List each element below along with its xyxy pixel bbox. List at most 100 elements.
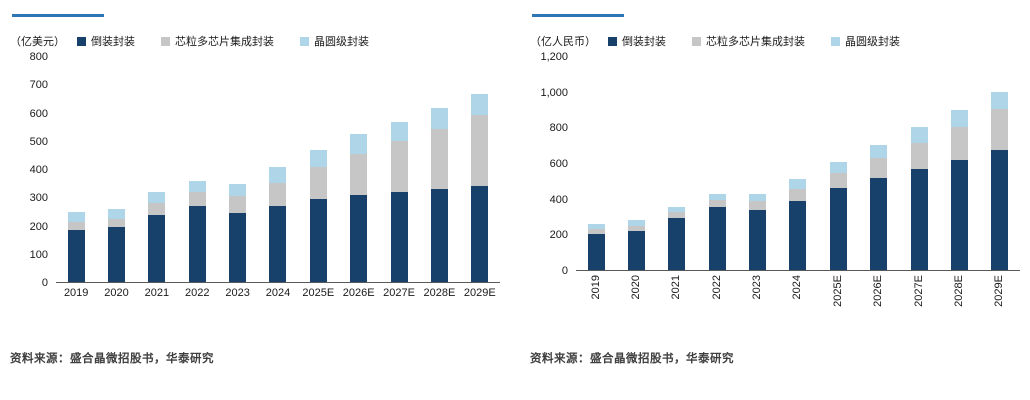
stacked-bar (749, 57, 767, 270)
stacked-bar (309, 57, 327, 282)
x-axis-tick-label: 2021 (137, 287, 177, 299)
y-axis-tick-label: 600 (29, 107, 48, 120)
x-axis-tick-text: 2022 (710, 275, 723, 300)
bar-slot (56, 57, 96, 282)
x-axis-tick-label: 2024 (258, 287, 298, 299)
bar-slot (778, 57, 818, 270)
bar-segment (390, 192, 408, 282)
stacked-bar (350, 57, 368, 282)
y-axis: 0 200 400 600 800 1,000 1,200 (530, 51, 576, 277)
stacked-bar (229, 57, 247, 282)
title-underline (532, 14, 624, 17)
bar-segment (829, 188, 847, 270)
bar-segment (870, 177, 888, 270)
y-axis-tick-label: 0 (41, 277, 48, 289)
bar-slot (859, 57, 899, 270)
bar-segment (309, 166, 327, 200)
bar-slot (697, 57, 737, 270)
bar-slot (96, 57, 136, 282)
x-axis-tick-label: 2028E (939, 275, 979, 327)
x-axis-tick-text: 2024 (265, 287, 291, 299)
bar-segment (188, 206, 206, 282)
x-axis-tick-text: 2023 (751, 275, 764, 300)
plot-row: 0 200 400 600 800 1,000 1,200 (530, 51, 1020, 277)
bar-segment (350, 194, 368, 282)
x-axis: 2019 2020 2021 2022 2023 2024 2025E 2026E 2027E 2… (576, 275, 1020, 327)
stacked-bar (587, 57, 605, 270)
bar-segment (749, 209, 767, 270)
legend-swatch (608, 36, 617, 46)
x-axis-tick-text: 2020 (630, 275, 643, 300)
legend: 倒装封装 芯粒多芯片集成封装 晶圆级封装 (77, 33, 395, 49)
bar-slot (737, 57, 777, 270)
x-axis-tick-label: 2019 (56, 287, 96, 299)
x-axis-tick-label: 2026E (339, 287, 379, 299)
bar-slot (137, 57, 177, 282)
y-axis-tick-label: 300 (29, 192, 48, 205)
bar-segment (628, 230, 646, 270)
stacked-bar (628, 57, 646, 270)
x-axis-tick-label: 2020 (616, 275, 656, 327)
bar-segment (587, 223, 605, 230)
bar-segment (749, 194, 767, 201)
bar-segment (668, 207, 686, 213)
stacked-bar (430, 57, 448, 282)
bar-segment (991, 150, 1009, 270)
x-axis-tick-label: 2027E (899, 275, 939, 327)
x-axis-tick-text: 2029E (463, 287, 496, 299)
legend: 倒装封装 芯粒多芯片集成封装 晶圆级封装 (608, 33, 926, 49)
legend-label: 倒装封装 (91, 36, 135, 48)
x-axis-tick-text: 2021 (144, 287, 170, 299)
bar-segment (628, 225, 646, 231)
x-axis-tick-label: 2027E (379, 287, 419, 299)
bar-slot (939, 57, 979, 270)
x-axis-tick-label: 2025E (298, 287, 338, 299)
x-axis-tick-text: 2025E (302, 287, 335, 299)
bar-segment (390, 121, 408, 142)
bar-segment (708, 207, 726, 270)
y-axis-tick-label: 800 (549, 122, 568, 135)
bar-segment (991, 91, 1009, 110)
x-axis-tick-label: 2029E (460, 287, 500, 299)
bar-segment (269, 182, 287, 207)
bar-segment (829, 161, 847, 173)
bar-slot (177, 57, 217, 282)
x-axis-tick-text: 2027E (383, 287, 415, 299)
x-axis-tick-text: 2020 (104, 287, 129, 299)
x-axis-tick-label: 2026E (859, 275, 899, 327)
bar-segment (108, 218, 126, 228)
legend-item: 晶圆级封装 (831, 33, 900, 49)
legend-label: 晶圆级封装 (314, 36, 369, 48)
stacked-bar (148, 57, 166, 282)
bar-slot (899, 57, 939, 270)
x-axis-tick-label: 2023 (737, 275, 777, 327)
bar-segment (950, 110, 968, 128)
bar-slot (379, 57, 419, 282)
x-axis: 2019 2020 2021 2022 2023 2024 2025E 2026E 2027E 2… (56, 287, 500, 299)
stacked-bar (188, 57, 206, 282)
legend-label: 晶圆级封装 (845, 36, 900, 48)
bar-segment (148, 192, 166, 204)
report-charts-row: （亿美元） 倒装封装 芯粒多芯片集成封装 晶圆级封装 0 100 200 300 400 50… (10, 14, 1020, 365)
stacked-bar (829, 57, 847, 270)
bar-segment (148, 203, 166, 215)
x-axis-tick-label: 2022 (697, 275, 737, 327)
y-axis-tick-label: 0 (561, 265, 568, 277)
bar-segment (269, 167, 287, 183)
bar-segment (870, 144, 888, 158)
x-axis-tick-text: 2027E (912, 275, 925, 307)
bar-segment (587, 233, 605, 270)
y-axis-tick-label: 1,200 (540, 51, 568, 63)
bar-segment (668, 212, 686, 218)
y-axis-tick-label: 200 (29, 220, 48, 233)
bar-slot (576, 57, 616, 270)
legend-label: 芯粒多芯片集成封装 (706, 36, 805, 48)
bar-slot (616, 57, 656, 270)
x-axis-tick-text: 2021 (670, 275, 683, 300)
legend-swatch (831, 36, 840, 46)
x-axis-tick-label: 2022 (177, 287, 217, 299)
bar-segment (708, 200, 726, 207)
source-note: 资料来源：盛合晶微招股书，华泰研究 (530, 353, 734, 365)
bar-slot (460, 57, 500, 282)
x-axis-tick-text: 2024 (791, 275, 804, 300)
